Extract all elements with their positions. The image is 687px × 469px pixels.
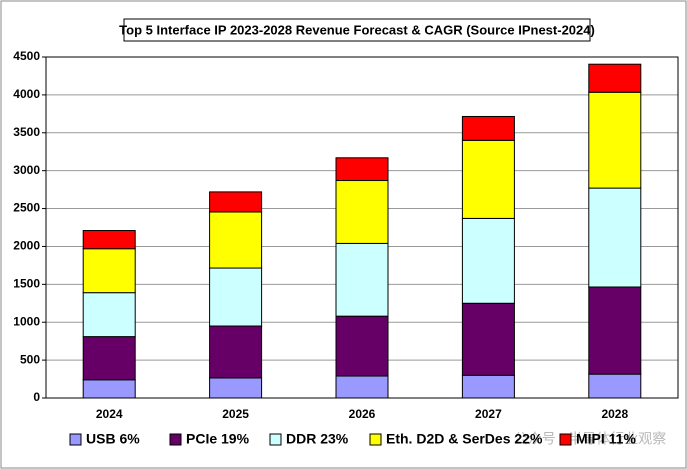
legend-label: Eth. D2D & SerDes 22% xyxy=(386,431,543,447)
y-tick-label: 3000 xyxy=(13,163,40,177)
bar-segment xyxy=(461,302,515,376)
bar-segment xyxy=(82,336,136,381)
bar-segment xyxy=(335,157,389,182)
legend-label: DDR 23% xyxy=(286,431,349,447)
legend-label: PCIe 19% xyxy=(186,431,250,447)
bar-segment xyxy=(82,248,136,294)
legend-swatch xyxy=(369,433,382,446)
bar-segment xyxy=(461,115,515,141)
bar-segment xyxy=(82,230,136,250)
legend-swatch xyxy=(559,433,572,446)
bar-segment xyxy=(209,211,263,269)
bar-segment xyxy=(588,373,642,399)
watermark: 公众号 · 半导体行业观察 xyxy=(514,431,666,447)
legend-swatch xyxy=(169,433,182,446)
bar-segment xyxy=(461,139,515,219)
y-tick-label: 4000 xyxy=(13,87,40,101)
y-tick-label: 0 xyxy=(33,390,40,404)
chart-title: Top 5 Interface IP 2023-2028 Revenue For… xyxy=(119,22,595,37)
bar-segment xyxy=(335,180,389,244)
legend-label: USB 6% xyxy=(86,431,140,447)
y-tick-label: 4500 xyxy=(13,49,40,63)
x-tick-label: 2024 xyxy=(96,407,123,421)
bar-segment xyxy=(461,217,515,304)
bar-segment xyxy=(82,379,136,399)
bar-segment xyxy=(335,315,389,377)
x-tick-label: 2027 xyxy=(475,407,502,421)
bar-segment xyxy=(461,374,515,399)
bar-segment xyxy=(588,63,642,93)
legend-label: MIPI 11% xyxy=(576,431,636,447)
y-tick-label: 500 xyxy=(20,352,40,366)
legend-swatch xyxy=(269,433,282,446)
bar-segment xyxy=(588,91,642,189)
legend-swatch xyxy=(69,433,82,446)
y-tick-label: 1500 xyxy=(13,277,40,291)
bar-segment xyxy=(335,242,389,317)
bar-segment xyxy=(335,375,389,399)
bar-segment xyxy=(209,267,263,327)
x-tick-label: 2025 xyxy=(222,407,249,421)
bar-segment xyxy=(209,325,263,379)
title-box xyxy=(123,18,591,42)
x-tick-label: 2028 xyxy=(601,407,628,421)
bar-segment xyxy=(209,191,263,213)
y-tick-label: 1000 xyxy=(13,314,40,328)
bar-segment xyxy=(588,286,642,375)
y-tick-label: 3500 xyxy=(13,125,40,139)
y-tick-label: 2000 xyxy=(13,239,40,253)
x-tick-label: 2026 xyxy=(349,407,376,421)
y-tick-label: 2500 xyxy=(13,201,40,215)
bar-segment xyxy=(209,377,263,399)
bar-segment xyxy=(588,187,642,288)
bar-segment xyxy=(82,292,136,338)
